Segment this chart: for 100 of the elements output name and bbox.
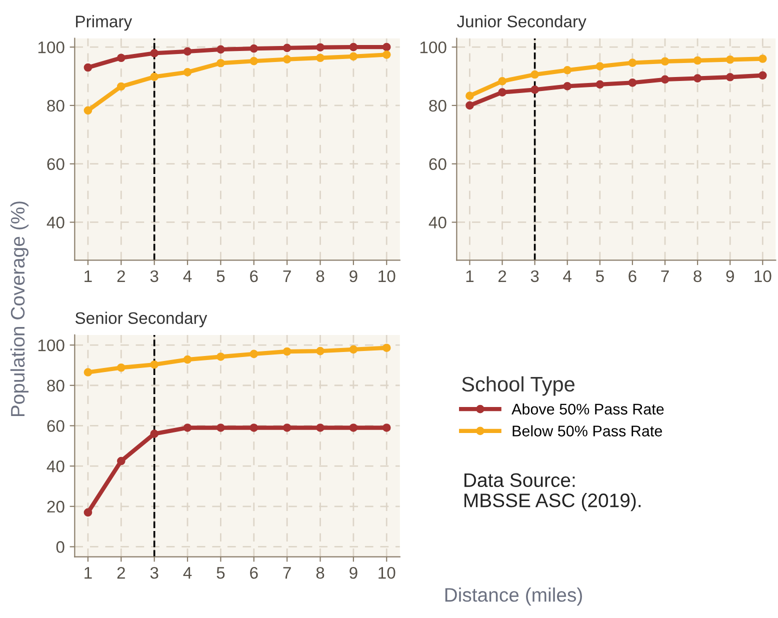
- point: [382, 344, 391, 352]
- x-tick-label: 7: [283, 270, 291, 282]
- point: [216, 45, 225, 54]
- x-tick-label: 10: [378, 566, 396, 579]
- x-tick-label: 3: [150, 566, 158, 579]
- point: [316, 54, 324, 62]
- y-tick-label: 60: [429, 158, 446, 170]
- point: [563, 82, 572, 90]
- point: [250, 350, 258, 358]
- x-tick-label: 5: [216, 270, 225, 282]
- point: [498, 77, 506, 86]
- point: [183, 47, 192, 56]
- point: [382, 42, 391, 52]
- point: [628, 58, 637, 68]
- legend-label: Above 50% Pass Rate: [512, 403, 664, 415]
- y-tick-label: 0: [56, 541, 64, 553]
- x-tick-label: 6: [628, 270, 636, 282]
- point: [84, 508, 92, 517]
- x-tick-label: 4: [563, 270, 572, 282]
- x-tick-label: 8: [694, 270, 702, 282]
- point: [116, 456, 126, 466]
- y-tick-label: 100: [38, 41, 64, 54]
- point: [282, 424, 292, 432]
- point: [316, 43, 324, 52]
- point: [660, 57, 670, 66]
- point: [150, 430, 158, 438]
- x-tick-label: 10: [754, 270, 772, 282]
- point: [466, 92, 474, 100]
- x-tick-label: 4: [183, 270, 192, 282]
- y-tick-label: 40: [46, 460, 64, 472]
- source-note: Data Source: MBSSE ASC (2019).: [464, 473, 641, 512]
- x-tick-label: 10: [378, 270, 396, 282]
- point: [596, 62, 604, 71]
- legend-label: Below 50% Pass Rate: [512, 425, 662, 436]
- point: [216, 352, 225, 361]
- x-tick-label: 6: [250, 270, 258, 282]
- point: [530, 70, 539, 79]
- point: [498, 88, 506, 96]
- y-tick-label: 60: [47, 158, 64, 170]
- point: [530, 86, 539, 94]
- y-tick-label: 80: [429, 100, 446, 112]
- point: [150, 49, 158, 58]
- point: [116, 54, 126, 62]
- x-tick-label: 2: [117, 270, 125, 282]
- point: [628, 78, 637, 87]
- point: [282, 347, 292, 356]
- y-tick-label: 20: [47, 500, 64, 513]
- point: [726, 55, 734, 64]
- point: [349, 42, 358, 52]
- x-tick-label: 9: [726, 270, 734, 282]
- point: [216, 58, 225, 68]
- y-tick-label: 60: [47, 420, 64, 432]
- y-tick-label: 80: [47, 100, 64, 112]
- point: [758, 71, 767, 80]
- point: [758, 54, 767, 63]
- point: [250, 424, 258, 432]
- chart-title: Primary: [76, 15, 132, 31]
- x-tick-label: 9: [350, 566, 358, 579]
- chart-title: Senior Secondary: [75, 312, 208, 328]
- point: [349, 424, 358, 432]
- point: [84, 106, 92, 115]
- point: [183, 355, 192, 364]
- x-tick-label: 5: [216, 567, 225, 579]
- point: [349, 52, 358, 61]
- x-tick-label: 3: [530, 270, 539, 282]
- y-axis-title: Population Coverage (%): [10, 202, 29, 416]
- x-tick-label: 1: [84, 567, 92, 579]
- x-tick-label: 1: [84, 270, 92, 282]
- x-tick-label: 8: [316, 566, 324, 579]
- point: [466, 101, 474, 110]
- x-tick-label: 2: [498, 270, 506, 282]
- chart-title: Junior Secondary: [456, 15, 586, 31]
- point: [316, 424, 324, 432]
- point: [693, 56, 702, 65]
- point: [316, 346, 324, 356]
- point: [250, 44, 258, 53]
- x-tick-label: 3: [150, 270, 158, 282]
- y-tick-label: 40: [428, 216, 446, 228]
- x-tick-label: 1: [466, 270, 474, 282]
- point: [563, 66, 572, 74]
- point: [250, 56, 258, 66]
- point: [216, 424, 225, 432]
- point: [150, 360, 158, 369]
- point: [349, 345, 358, 354]
- point: [693, 74, 702, 82]
- point: [116, 363, 126, 372]
- x-tick-label: 9: [350, 270, 358, 282]
- point: [282, 44, 292, 52]
- legend-title: School Type: [462, 376, 574, 396]
- point: [382, 50, 391, 59]
- x-tick-label: 7: [283, 567, 291, 579]
- point: [726, 72, 734, 82]
- point: [596, 80, 604, 89]
- y-tick-label: 40: [46, 216, 64, 228]
- x-axis-title: Distance (miles): [445, 588, 582, 606]
- x-tick-label: 8: [316, 270, 324, 282]
- x-tick-label: 4: [183, 567, 192, 579]
- x-tick-label: 2: [117, 566, 125, 579]
- y-tick-label: 100: [420, 41, 446, 54]
- point: [84, 63, 92, 72]
